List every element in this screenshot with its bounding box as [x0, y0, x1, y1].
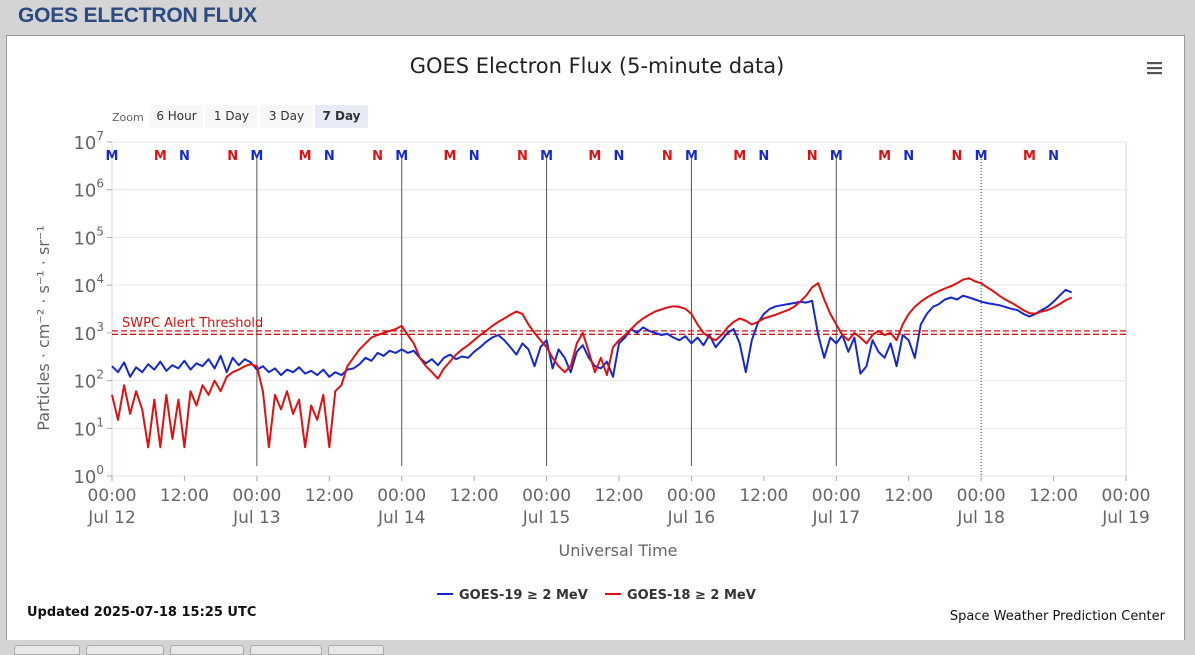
zoom-button-bg: [150, 105, 203, 128]
x-tick-date: Jul 16: [667, 508, 716, 528]
chart-title: GOES Electron Flux (5-minute data): [410, 54, 785, 78]
x-tick-time: 12:00: [884, 486, 933, 506]
noon-marker: N: [662, 149, 673, 164]
zoom-button-bg: [260, 105, 313, 128]
x-tick-time: 00:00: [232, 486, 281, 506]
x-tick-time: 00:00: [377, 486, 426, 506]
x-tick-date: Jul 19: [1101, 508, 1150, 528]
x-tick-time: 00:00: [522, 486, 571, 506]
x-tick-time: 00:00: [812, 486, 861, 506]
bottom-tab[interactable]: [328, 645, 384, 655]
legend-item-goes-19[interactable]: GOES-19 ≥ 2 MeV: [437, 588, 588, 603]
y-tick-label: 103: [73, 320, 104, 345]
zoom-button-bg: [205, 105, 258, 128]
midnight-marker: M: [250, 149, 263, 164]
plot-area: [111, 141, 1127, 477]
chart: GOES Electron Flux (5-minute data) Zoom …: [27, 54, 1166, 624]
midnight-marker: M: [733, 149, 746, 164]
y-tick-label: 105: [73, 224, 104, 249]
noon-marker: N: [1048, 149, 1059, 164]
midnight-marker: M: [588, 149, 601, 164]
x-tick-date: Jul 15: [522, 508, 571, 528]
y-tick-label: 102: [73, 368, 104, 393]
noon-marker: N: [807, 149, 818, 164]
midnight-marker: M: [975, 149, 988, 164]
noon-marker: N: [517, 149, 528, 164]
bottom-tab[interactable]: [250, 645, 322, 655]
zoom-button-label: 3 Day: [269, 109, 304, 123]
page-title: GOES ELECTRON FLUX: [18, 4, 258, 27]
bottom-tab[interactable]: [86, 645, 164, 655]
y-tick-label: 100: [73, 463, 104, 488]
x-tick-time: 12:00: [450, 486, 499, 506]
x-tick-date: Jul 14: [377, 508, 426, 528]
y-tick-label: 107: [73, 129, 104, 154]
y-tick-label: 101: [73, 415, 104, 440]
noon-marker: N: [469, 149, 480, 164]
x-tick-date: Jul 17: [812, 508, 861, 528]
midnight-marker: M: [299, 149, 312, 164]
midnight-marker: M: [878, 149, 891, 164]
zoom-button-bg: [315, 105, 368, 128]
bottom-tab[interactable]: [170, 645, 244, 655]
zoom-button-label: 7 Day: [322, 109, 360, 123]
zoom-button-3-day[interactable]: 3 Day: [260, 105, 313, 128]
zoom-label: Zoom: [112, 111, 144, 124]
midnight-marker: M: [106, 149, 119, 164]
bottom-strip: [0, 640, 1195, 650]
noon-marker: N: [903, 149, 914, 164]
credits-link[interactable]: Space Weather Prediction Center: [950, 609, 1166, 624]
x-tick-date: Jul 12: [87, 508, 136, 528]
series-line-goes-18: [111, 277, 1073, 449]
zoom-control: Zoom 6 Hour 1 Day 3 Day 7 Day: [112, 105, 368, 128]
x-tick-time: 12:00: [739, 486, 788, 506]
legend-label: GOES-19 ≥ 2 MeV: [459, 588, 588, 603]
hamburger-menu-icon[interactable]: [1143, 56, 1165, 76]
x-tick-date: Jul 13: [232, 508, 281, 528]
x-tick-time: 00:00: [667, 486, 716, 506]
x-axis-title: Universal Time: [558, 541, 677, 560]
zoom-button-label: 6 Hour: [156, 109, 196, 123]
midnight-marker: M: [685, 149, 698, 164]
noon-marker: N: [227, 149, 238, 164]
midnight-marker: M: [540, 149, 553, 164]
x-tick-time: 00:00: [88, 486, 137, 506]
noon-marker: N: [758, 149, 769, 164]
midnight-marker: M: [395, 149, 408, 164]
midnight-marker: M: [830, 149, 843, 164]
noon-marker: N: [324, 149, 335, 164]
x-tick-time: 12:00: [160, 486, 209, 506]
x-tick-time: 12:00: [305, 486, 354, 506]
chart-panel: GOES Electron Flux (5-minute data) Zoom …: [6, 35, 1185, 641]
updated-timestamp: Updated 2025-07-18 15:25 UTC: [27, 605, 256, 620]
threshold-label: SWPC Alert Threshold: [122, 316, 263, 331]
midnight-marker: M: [1023, 149, 1036, 164]
y-tick-label: 104: [73, 272, 104, 297]
zoom-button-label: 1 Day: [214, 109, 249, 123]
x-tick-date: Jul 18: [956, 508, 1005, 528]
x-tick-time: 00:00: [957, 486, 1006, 506]
noon-marker: N: [952, 149, 963, 164]
noon-marker: N: [372, 149, 383, 164]
legend-item-goes-18[interactable]: GOES-18 ≥ 2 MeV: [605, 588, 756, 603]
bottom-tab[interactable]: [14, 645, 80, 655]
legend-label: GOES-18 ≥ 2 MeV: [627, 588, 756, 603]
legend: GOES-19 ≥ 2 MeV GOES-18 ≥ 2 MeV: [437, 588, 756, 603]
midnight-marker: M: [154, 149, 167, 164]
zoom-button-6-hour[interactable]: 6 Hour: [150, 105, 203, 128]
x-tick-time: 12:00: [1029, 486, 1078, 506]
y-tick-label: 106: [73, 177, 104, 202]
x-tick-time: 00:00: [1102, 486, 1151, 506]
zoom-button-7-day[interactable]: 7 Day: [315, 105, 368, 128]
y-axis-title: Particles · cm⁻² · s⁻¹ · sr⁻¹: [34, 225, 53, 430]
x-tick-time: 12:00: [595, 486, 644, 506]
noon-marker: N: [179, 149, 190, 164]
midnight-marker: M: [444, 149, 457, 164]
zoom-button-1-day[interactable]: 1 Day: [205, 105, 258, 128]
noon-marker: N: [614, 149, 625, 164]
